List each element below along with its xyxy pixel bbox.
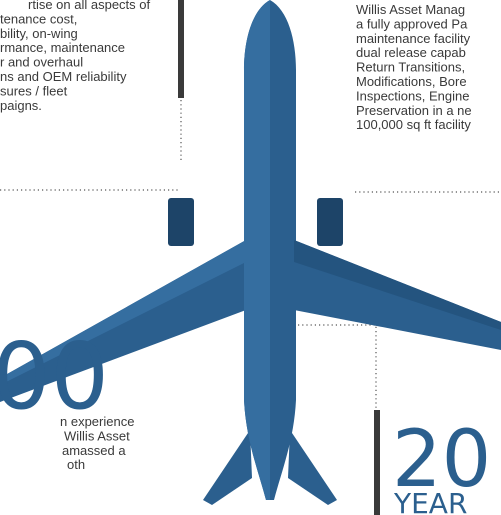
text-line: maintenance facility <box>356 31 471 46</box>
text-line: Modifications, Bore <box>356 74 467 89</box>
text-line: sures / fleet <box>0 83 68 98</box>
connector <box>298 325 376 408</box>
text-line: amassed a <box>62 443 126 458</box>
text-line: tenance cost, <box>0 11 77 26</box>
text-line: Return Transitions, <box>356 60 465 75</box>
stat-unit: YEAR <box>393 487 467 515</box>
text-line: oth <box>67 457 85 472</box>
accent-bar <box>374 410 380 515</box>
text-line: ns and OEM reliability <box>0 69 127 84</box>
text-line: rmance, maintenance <box>0 40 125 55</box>
text-line: rtise on all aspects of <box>28 0 151 12</box>
text-line: 100,000 sq ft facility <box>356 117 471 132</box>
text-line: a fully approved Pa <box>356 16 468 31</box>
text-line: Willis Asset <box>64 428 130 443</box>
text-line: bility, on-wing <box>0 26 78 41</box>
accent-bar <box>178 0 184 98</box>
text-line: n experience <box>60 414 134 429</box>
text-line: paigns. <box>0 98 42 113</box>
text-line: Preservation in a ne <box>356 103 472 118</box>
connector <box>0 100 181 190</box>
infographic: rtise on all aspects oftenance cost,bili… <box>0 0 501 515</box>
text-line: Willis Asset Manag <box>356 2 465 17</box>
text-line: r and overhaul <box>0 55 83 70</box>
text-line: dual release capab <box>356 45 466 60</box>
text-line: Inspections, Engine <box>356 88 469 103</box>
